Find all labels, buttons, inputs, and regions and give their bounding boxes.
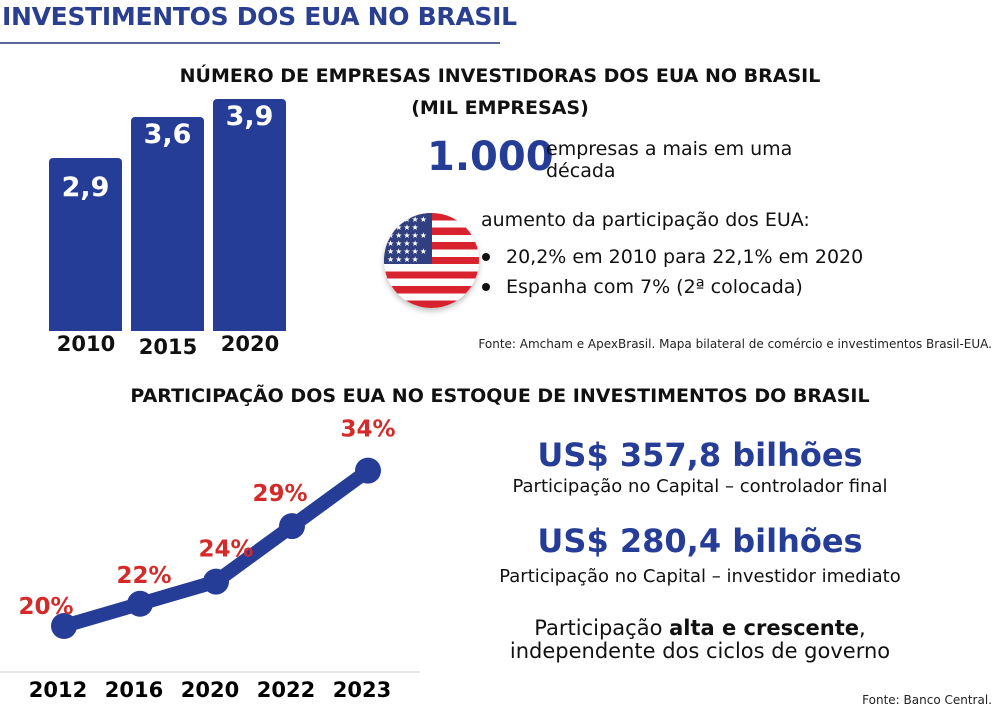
companies-chart-subtitle: (MIL EMPRESAS) (411, 97, 589, 119)
share-bullets: 20,2% em 2010 para 22,1% em 2020 Espanha… (479, 242, 863, 302)
note-line2: independente dos ciclos de governo (509, 639, 891, 663)
share-heading: aumento da participação dos EUA: (481, 209, 810, 231)
bar-2010 (49, 158, 122, 331)
data-point-2023 (355, 457, 381, 484)
data-point-2016 (127, 590, 153, 617)
highlight-text: empresas a mais em uma década (546, 138, 792, 182)
line-chart-svg: 20% 2012 22% 2016 24% 2020 29% 2022 34% 2023 (0, 417, 420, 702)
x-tick-label: 2023 (333, 678, 391, 702)
data-label: 24% (198, 537, 253, 563)
label-controlador: Participação no Capital – controlador fi… (512, 476, 888, 497)
value-controlador: US$ 357,8 bilhões (537, 436, 863, 474)
bullet-item: Espanha com 7% (2ª colocada) (479, 272, 863, 302)
data-label: 22% (116, 563, 171, 589)
companies-chart-title: NÚMERO DE EMPRESAS INVESTIDORAS DOS EUA … (179, 65, 821, 87)
bar-value-label: 3,6 (143, 118, 192, 150)
stock-note: Participação alta e crescente, independe… (450, 617, 950, 663)
stock-line-chart: 20% 2012 22% 2016 24% 2020 29% 2022 34% 2023 (0, 400, 430, 713)
bar-year-label: 2015 (138, 335, 198, 359)
bar-value-label: 2,9 (61, 172, 110, 204)
stock-source: Fonte: Banco Central. (862, 693, 992, 707)
bar-value-label: 3,9 (225, 100, 274, 132)
x-tick-label: 2020 (181, 678, 239, 702)
x-tick-label: 2016 (105, 678, 163, 702)
data-label: 29% (252, 481, 307, 507)
x-tick-label: 2012 (29, 678, 87, 702)
highlight-number: 1.000 (427, 134, 554, 180)
bar-2020 (213, 98, 286, 331)
title-divider (0, 42, 500, 44)
bar-year-label: 2020 (220, 332, 280, 356)
data-label: 34% (340, 417, 395, 443)
bar-year-label: 2010 (56, 332, 116, 356)
bullet-item: 20,2% em 2010 para 22,1% em 2020 (479, 242, 863, 272)
data-point-2012 (51, 613, 77, 639)
data-point-2020 (203, 568, 229, 595)
companies-source: Fonte: Amcham e ApexBrasil. Mapa bilater… (478, 337, 992, 351)
highlight-text-line2: década (546, 160, 616, 182)
page-title: INVESTIMENTOS DOS EUA NO BRASIL (2, 2, 517, 31)
label-investidor: Participação no Capital – investidor ime… (499, 566, 901, 587)
note-suffix: , (859, 616, 866, 640)
highlight-text-line1: empresas a mais em uma (546, 138, 793, 160)
note-bold: alta e crescente (669, 616, 860, 640)
data-point-2022 (279, 513, 305, 540)
us-flag-icon: ★★★★★ ★★★★ ★★★★★ ★★★★ ★★★★★ ★★★★ (384, 213, 479, 308)
companies-bar-chart: 2,9 2010 3,6 2015 3,9 2020 (0, 0, 320, 370)
data-label: 20% (18, 594, 73, 620)
stock-chart-title: PARTICIPAÇÃO DOS EUA NO ESTOQUE DE INVES… (130, 385, 870, 407)
x-tick-label: 2022 (257, 678, 315, 702)
note-prefix: Participação (534, 616, 670, 640)
value-investidor: US$ 280,4 bilhões (537, 522, 863, 560)
bar-2015 (131, 116, 204, 331)
